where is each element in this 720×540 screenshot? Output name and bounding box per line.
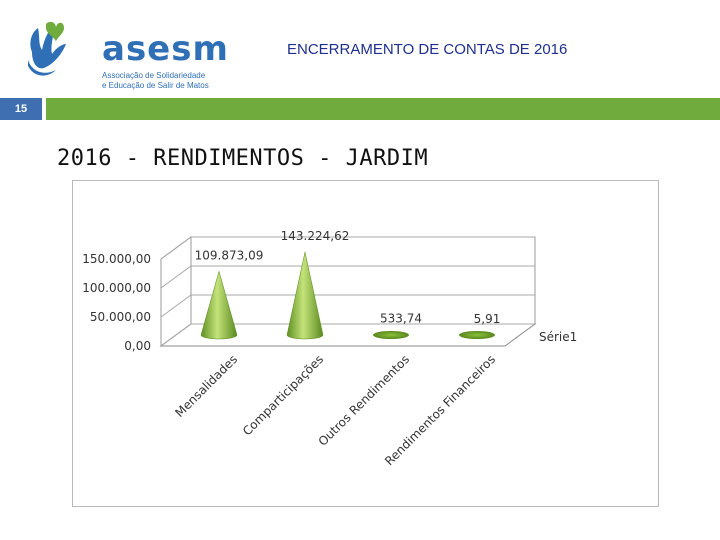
chart-frame: 0,00 50.000,00 100.000,00 150.000,00 109.87… bbox=[72, 180, 659, 507]
slide-title: 2016 - RENDIMENTOS - JARDIM bbox=[57, 146, 429, 171]
y-axis-ticks: 0,00 50.000,00 100.000,00 150.000,00 bbox=[82, 252, 151, 353]
data-label: 109.873,09 bbox=[195, 248, 264, 262]
cone-bar bbox=[373, 331, 409, 339]
header-accent-bar bbox=[46, 98, 720, 120]
y-tick-label: 100.000,00 bbox=[82, 281, 151, 295]
y-tick-label: 50.000,00 bbox=[90, 310, 151, 324]
gridline bbox=[160, 323, 535, 347]
y-tick-label: 150.000,00 bbox=[82, 252, 151, 266]
y-tick-label: 0,00 bbox=[124, 339, 151, 353]
cone-bar bbox=[286, 251, 324, 340]
hands-heart-logo-icon bbox=[28, 21, 66, 76]
gridline bbox=[160, 265, 535, 289]
cone-base bbox=[373, 331, 409, 339]
data-labels: 109.873,09 143.224,62 533,74 5,91 bbox=[195, 229, 501, 326]
logo-subtitle-line2: e Educação de Salir de Matos bbox=[102, 81, 209, 90]
category-label: Mensalidades bbox=[172, 352, 240, 420]
chart-legend: Série1 bbox=[539, 330, 577, 344]
chart-walls bbox=[159, 236, 537, 347]
cone-body bbox=[286, 251, 324, 340]
chart-gridlines bbox=[160, 236, 535, 347]
data-label: 533,74 bbox=[380, 312, 422, 326]
gridline bbox=[160, 294, 535, 318]
gridline bbox=[160, 236, 535, 260]
logo-subtitle-line1: Associação de Solidariedade bbox=[102, 71, 206, 80]
document-title: ENCERRAMENTO DE CONTAS DE 2016 bbox=[287, 41, 568, 58]
data-label: 143.224,62 bbox=[281, 229, 350, 243]
legend-entry: Série1 bbox=[539, 330, 577, 344]
cone-chart: 0,00 50.000,00 100.000,00 150.000,00 109.87… bbox=[82, 229, 577, 468]
cone-body bbox=[200, 270, 238, 340]
category-label: Comparticipações bbox=[240, 352, 326, 438]
logo: asesm Associação de Solidariedade e Educ… bbox=[22, 14, 228, 90]
logo-name: asesm bbox=[102, 29, 229, 69]
data-label: 5,91 bbox=[474, 312, 501, 326]
cone-bar bbox=[200, 270, 238, 340]
category-label: Outros Rendimentos bbox=[316, 352, 413, 449]
chart-cones bbox=[200, 251, 495, 340]
cone-base bbox=[459, 331, 495, 339]
slide-number: 15 bbox=[0, 98, 42, 120]
cone-bar bbox=[459, 331, 495, 339]
